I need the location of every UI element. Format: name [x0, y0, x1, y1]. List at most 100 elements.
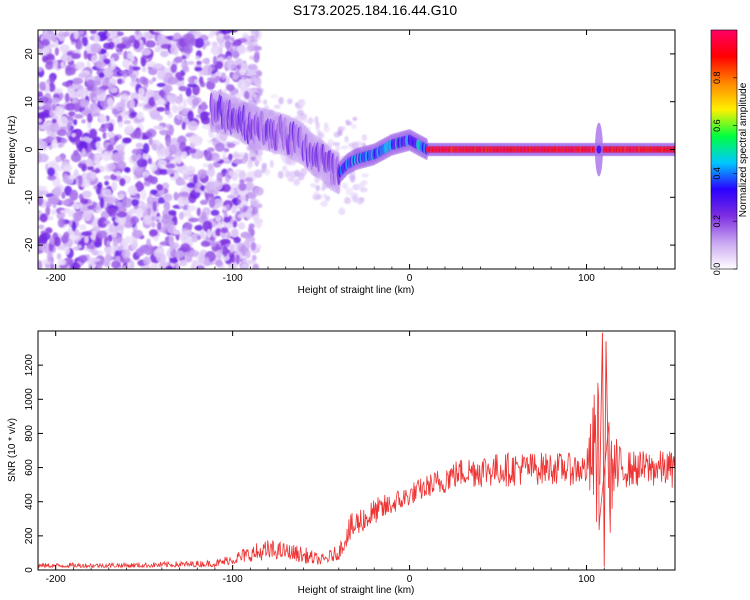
- noise-speck: [150, 189, 158, 195]
- scatter-speck: [345, 187, 354, 196]
- noise-speck: [91, 251, 100, 256]
- noise-speck: [162, 182, 170, 191]
- noise-speck: [116, 211, 127, 218]
- noise-speck: [165, 86, 170, 97]
- scatter-speck: [287, 98, 293, 105]
- noise-speck: [248, 55, 255, 60]
- noise-speck: [98, 127, 108, 132]
- noise-speck: [77, 244, 82, 249]
- noise-speck: [49, 236, 55, 246]
- scatter-speck: [344, 196, 351, 205]
- noise-speck: [123, 119, 132, 125]
- noise-speck: [79, 224, 87, 231]
- noise-speck: [86, 243, 96, 250]
- noise-speck: [216, 172, 223, 182]
- noise-speck: [38, 118, 43, 124]
- noise-speck: [56, 253, 62, 260]
- noise-speck: [174, 263, 181, 269]
- noise-speck: [200, 240, 211, 247]
- noise-speck: [90, 43, 102, 54]
- noise-speck: [119, 215, 127, 225]
- noise-speck: [204, 150, 213, 162]
- x-tick-label: 100: [578, 574, 595, 585]
- noise-speck: [241, 263, 250, 269]
- scatter-speck: [255, 99, 262, 104]
- noise-speck: [121, 265, 129, 269]
- scatter-speck: [316, 194, 323, 200]
- scatter-speck: [338, 206, 346, 215]
- noise-speck: [90, 112, 101, 117]
- noise-speck: [65, 67, 76, 76]
- noise-speck: [74, 168, 79, 177]
- noise-speck: [82, 36, 88, 47]
- noise-speck: [147, 157, 153, 165]
- noise-speck: [156, 253, 167, 263]
- noise-speck: [186, 205, 197, 212]
- noise-speck: [148, 135, 153, 146]
- noise-speck: [179, 141, 187, 152]
- noise-speck: [42, 55, 49, 63]
- noise-speck: [75, 61, 84, 71]
- y-tick-label: 800: [24, 425, 35, 442]
- noise-speck: [166, 60, 171, 67]
- noise-speck: [179, 191, 190, 198]
- noise-speck: [135, 30, 140, 36]
- scatter-speck: [269, 159, 274, 168]
- noise-speck: [196, 60, 202, 65]
- noise-speck: [189, 249, 200, 257]
- noise-speck: [93, 34, 101, 43]
- noise-speck: [61, 191, 66, 199]
- noise-speck: [180, 108, 189, 116]
- noise-speck: [105, 253, 110, 263]
- noise-speck: [65, 102, 76, 111]
- noise-speck: [117, 78, 123, 85]
- scatter-speck: [335, 144, 340, 152]
- noise-speck: [187, 83, 197, 88]
- noise-speck: [105, 196, 116, 205]
- noise-speck: [72, 211, 83, 222]
- noise-speck: [130, 216, 140, 225]
- spectrogram-y-axis-label: Frequency (Hz): [7, 116, 18, 185]
- noise-speck: [212, 179, 223, 191]
- noise-speck: [237, 222, 246, 230]
- noise-speck: [169, 258, 179, 264]
- y-tick-label: 200: [24, 527, 35, 544]
- noise-speck: [253, 78, 261, 86]
- noise-speck: [223, 216, 231, 223]
- noise-speck: [136, 158, 148, 168]
- noise-speck: [158, 168, 169, 175]
- noise-speck: [201, 124, 212, 130]
- noise-speck: [140, 56, 147, 67]
- noise-speck: [111, 231, 118, 238]
- noise-speck: [183, 222, 193, 230]
- noise-speck: [146, 90, 156, 97]
- noise-speck: [245, 181, 255, 192]
- spectrogram-x-axis-label: Height of straight line (km): [298, 285, 415, 296]
- x-tick-label: 100: [578, 273, 595, 284]
- scatter-speck: [252, 92, 257, 98]
- noise-speck: [217, 33, 225, 39]
- noise-speck: [253, 53, 260, 63]
- noise-speck: [200, 211, 207, 221]
- noise-speck: [63, 231, 70, 239]
- noise-speck: [87, 205, 95, 210]
- scatter-speck: [256, 87, 264, 93]
- noise-speck: [200, 101, 207, 112]
- noise-speck: [60, 199, 70, 206]
- noise-speck: [220, 227, 229, 234]
- noise-speck: [168, 124, 174, 136]
- noise-speck: [70, 262, 81, 269]
- noise-speck: [67, 122, 72, 131]
- noise-speck: [78, 255, 88, 263]
- noise-speck: [130, 72, 136, 83]
- noise-speck: [183, 44, 193, 54]
- y-tick-label: 20: [24, 48, 35, 60]
- chart-title: S173.2025.184.16.44.G10: [292, 2, 458, 18]
- scatter-speck: [351, 141, 359, 150]
- noise-speck: [87, 166, 94, 171]
- noise-speck: [96, 230, 108, 239]
- noise-speck: [124, 126, 135, 135]
- noise-speck: [199, 230, 206, 239]
- noise-speck: [219, 239, 231, 245]
